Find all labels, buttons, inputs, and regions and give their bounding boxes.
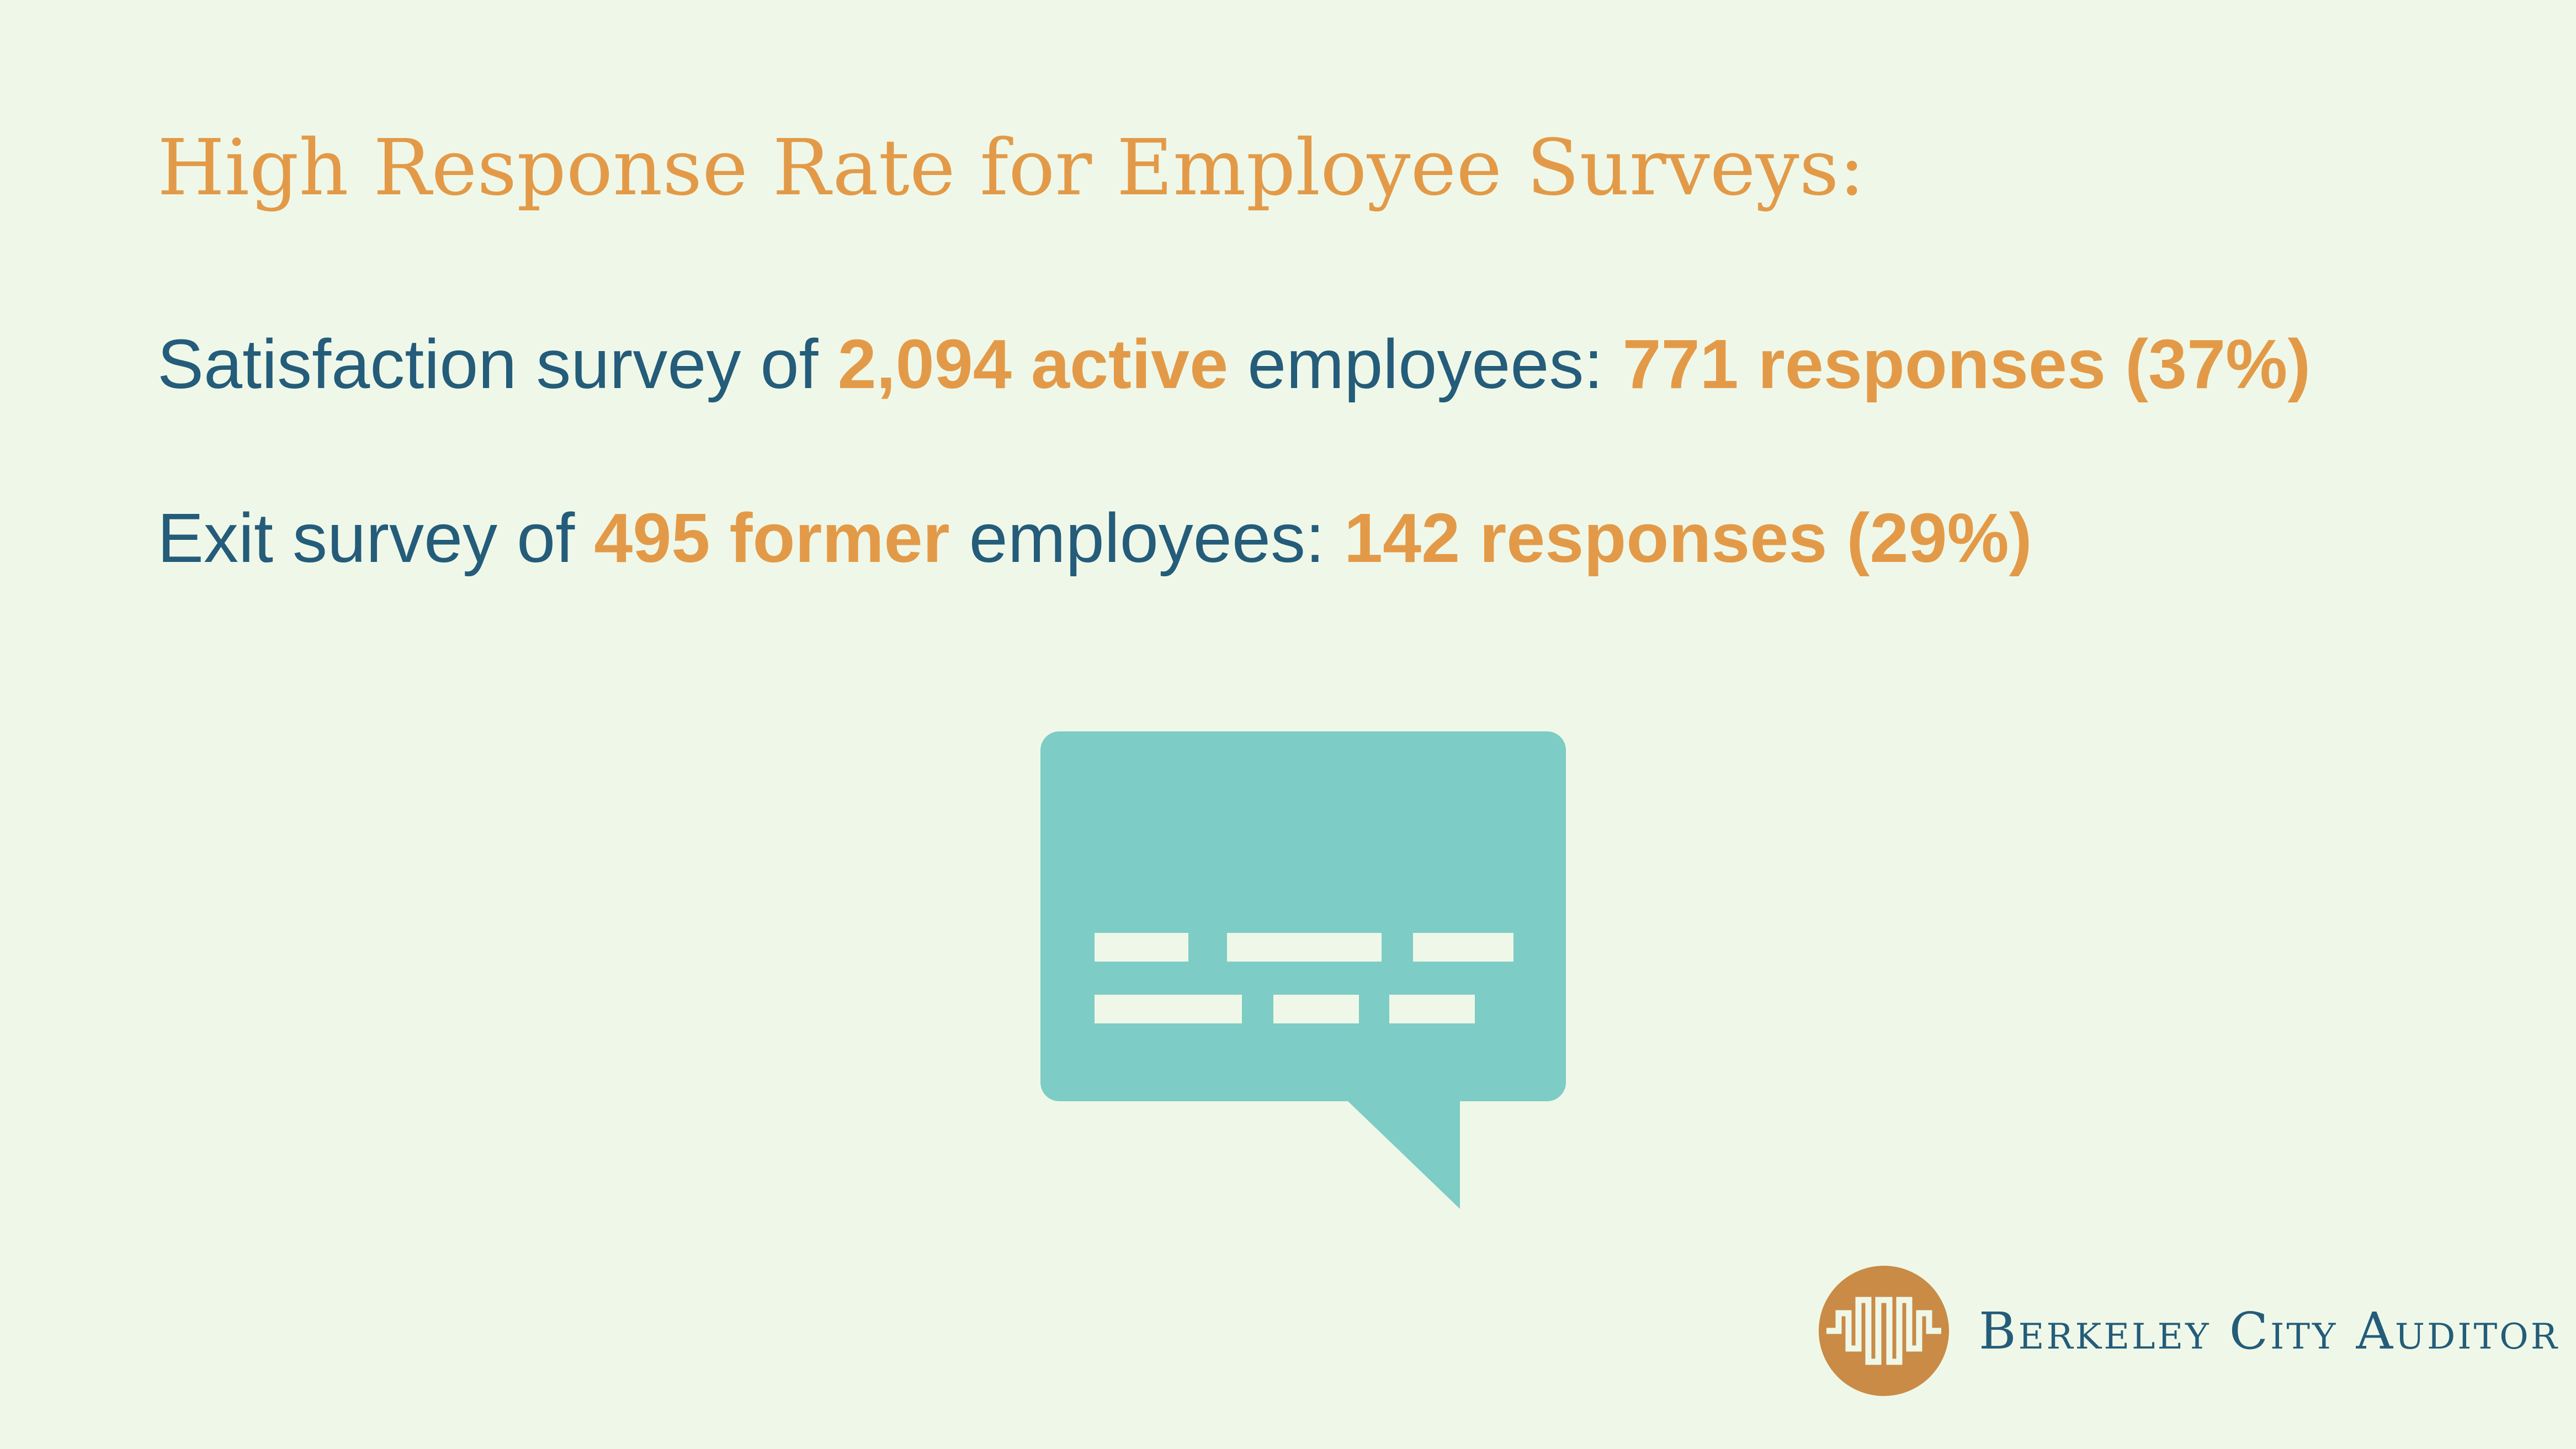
- former-employees-count: 495 former: [594, 499, 949, 577]
- brand-name: Berkeley City Auditor: [1979, 1303, 2559, 1360]
- exit-survey-line: Exit survey of 495 former employees: 142…: [157, 497, 2032, 580]
- line-text: employees:: [950, 499, 1344, 577]
- berkeley-city-auditor-logo-icon: [1819, 1266, 1949, 1396]
- exit-responses: 142 responses (29%): [1344, 499, 2032, 577]
- satisfaction-responses: 771 responses (37%): [1623, 325, 2311, 403]
- satisfaction-survey-line: Satisfaction survey of 2,094 active empl…: [157, 323, 2311, 406]
- line-text: employees:: [1228, 325, 1622, 403]
- line-text: Satisfaction survey of: [157, 325, 838, 403]
- slide-title: High Response Rate for Employee Surveys:: [157, 121, 1865, 215]
- speech-bubble-icon: [1040, 731, 1568, 1212]
- active-employees-count: 2,094 active: [838, 325, 1229, 403]
- line-text: Exit survey of: [157, 499, 594, 577]
